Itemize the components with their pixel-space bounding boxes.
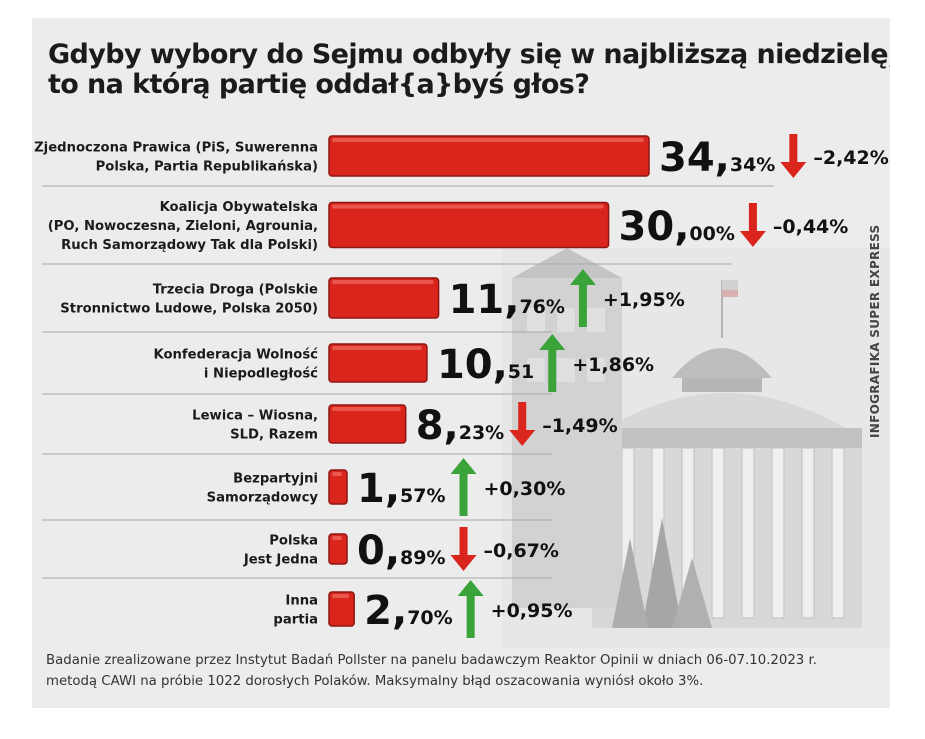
bar-highlight <box>332 204 604 209</box>
bar-highlight <box>332 472 342 476</box>
value-integer: 30, <box>619 204 690 250</box>
value-decimal: 76% <box>519 296 564 318</box>
change-label: –0,67% <box>484 540 559 562</box>
value-decimal: 23% <box>459 422 504 444</box>
value-decimal: 34% <box>730 154 775 176</box>
bar-chart: Zjednoczona Prawica (PiS, Suwerenna Polsk… <box>34 134 889 638</box>
bar-highlight <box>332 594 350 598</box>
chart-title: Gdyby wybory do Sejmu odbyły się w najbl… <box>48 40 890 100</box>
survey-footnote: Badanie zrealizowane przez Instytut Bada… <box>46 650 876 692</box>
category-label: Zjednoczona Prawica (PiS, Suwerenna <box>34 141 318 156</box>
value-decimal: 00% <box>689 223 734 245</box>
value-label: 1,57% <box>357 466 446 512</box>
change-label: –0,44% <box>773 216 848 238</box>
value-label: 0,89% <box>357 528 446 574</box>
value-decimal: 70% <box>407 607 452 629</box>
arrow-down-icon <box>739 203 766 247</box>
value-decimal: 89% <box>400 547 445 569</box>
bar-highlight <box>332 138 644 142</box>
bar-highlight <box>332 346 422 350</box>
bar <box>328 201 610 249</box>
category-label: Inna <box>285 594 318 609</box>
arrow-up-icon <box>569 269 596 327</box>
chart-title-line-1: Gdyby wybory do Sejmu odbyły się w najbl… <box>48 39 890 70</box>
value-integer: 1, <box>357 466 400 512</box>
infographic-card: Gdyby wybory do Sejmu odbyły się w najbl… <box>32 18 890 708</box>
value-decimal: 51 <box>508 361 534 383</box>
change-label: +0,30% <box>484 478 566 500</box>
bar <box>328 135 650 177</box>
value-label: 10,51 <box>437 342 534 388</box>
arrow-up-icon <box>450 458 477 516</box>
infographic-credit: INFOGRAFIKA SUPER EXPRESS <box>868 224 882 438</box>
bar-highlight <box>332 280 434 284</box>
arrow-down-icon <box>509 402 536 446</box>
value-label: 2,70% <box>364 588 453 634</box>
chart-title-line-2: to na którą partię oddał{a}byś głos? <box>48 69 590 100</box>
bar <box>328 404 407 444</box>
bar <box>328 469 348 505</box>
value-integer: 34, <box>659 135 730 181</box>
change-label: –1,49% <box>542 415 617 437</box>
bar <box>328 343 428 383</box>
sejm-building-illustration <box>502 248 890 648</box>
category-label: Polska <box>269 534 318 549</box>
category-label: Polska, Partia Republikańska) <box>96 159 318 175</box>
change-label: –2,42% <box>813 147 888 169</box>
bar <box>328 591 355 627</box>
category-label: Stronnictwo Ludowe, Polska 2050) <box>60 302 318 317</box>
value-label: 8,23% <box>416 403 505 449</box>
footnote-line-2: metodą CAWI na próbie 1022 dorosłych Pol… <box>46 674 704 689</box>
value-label: 11,76% <box>449 277 565 323</box>
value-integer: 0, <box>357 528 400 574</box>
category-label: Samorządowcy <box>207 491 319 506</box>
arrow-down-icon <box>780 134 807 178</box>
change-label: +1,86% <box>572 354 654 376</box>
value-integer: 11, <box>449 277 520 323</box>
arrow-up-icon <box>457 580 484 638</box>
change-label: +0,95% <box>491 600 573 622</box>
category-label: Jest Jedna <box>243 553 318 568</box>
value-integer: 10, <box>437 342 508 388</box>
value-label: 30,00% <box>619 204 735 250</box>
category-label: Bezpartyjni <box>233 472 318 487</box>
bar-highlight <box>332 536 342 540</box>
value-decimal: 57% <box>400 485 445 507</box>
bar <box>328 533 348 565</box>
value-integer: 8, <box>416 403 459 449</box>
footnote-line-1: Badanie zrealizowane przez Instytut Bada… <box>46 653 817 668</box>
category-label: (PO, Nowoczesna, Zieloni, Agrounia, <box>48 219 318 234</box>
arrow-up-icon <box>539 334 566 392</box>
category-label: Konfederacja Wolność <box>153 347 318 363</box>
change-label: +1,95% <box>603 289 685 311</box>
category-label: SLD, Razem <box>230 428 318 443</box>
bar-highlight <box>332 407 401 411</box>
category-label: partia <box>273 613 318 628</box>
category-label: Lewica – Wiosna, <box>192 409 318 424</box>
value-integer: 2, <box>364 588 407 634</box>
category-label: Trzecia Droga (Polskie <box>153 283 318 298</box>
value-label: 34,34% <box>659 135 775 181</box>
bar <box>328 277 440 319</box>
category-label: i Niepodległość <box>204 366 318 382</box>
category-label: Koalicja Obywatelska <box>160 200 318 215</box>
category-label: Ruch Samorządowy Tak dla Polski) <box>61 238 318 253</box>
arrow-down-icon <box>450 527 477 571</box>
